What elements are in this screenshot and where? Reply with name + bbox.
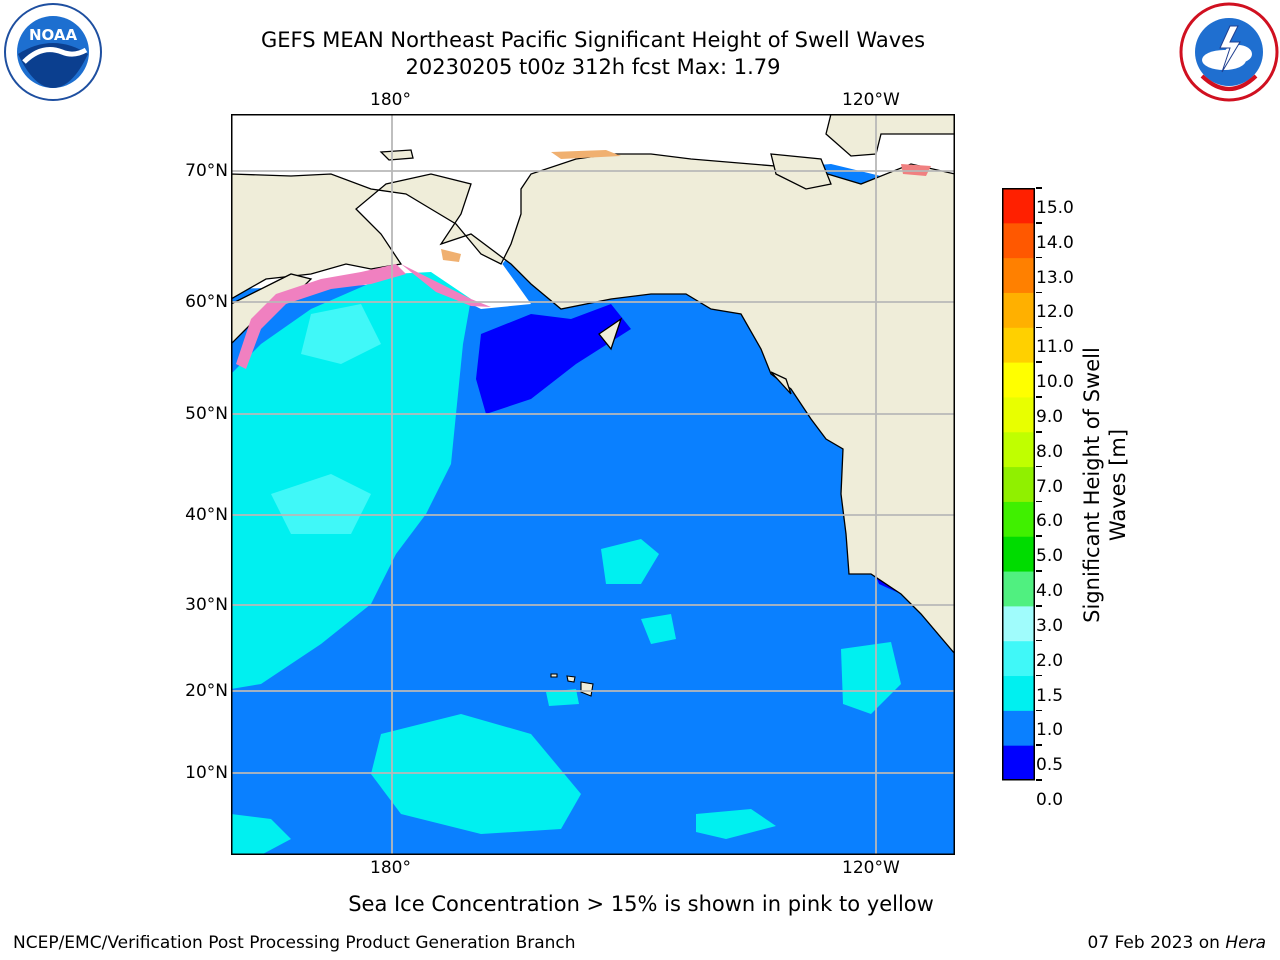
lat-label-30n: 30°N <box>185 595 228 615</box>
colorbar-cell <box>1002 710 1035 746</box>
colorbar-cell <box>1002 188 1035 224</box>
colorbar-cell <box>1002 466 1035 502</box>
colorbar-cell <box>1002 605 1035 642</box>
footer-host: Hera <box>1225 933 1266 953</box>
lon-label-bottom-120w: 120°W <box>842 858 900 878</box>
colorbar-cell <box>1002 257 1035 293</box>
colorbar-cell <box>1002 327 1035 363</box>
nws-logo <box>1179 2 1279 102</box>
colorbar-tick-label: 15.0 <box>1036 178 1074 218</box>
colorbar-tick-label: 6.0 <box>1036 491 1063 531</box>
colorbar-tick-label: 7.0 <box>1036 457 1063 497</box>
lon-label-top-180: 180° <box>370 90 411 110</box>
colorbar-tick-label: 5.0 <box>1036 526 1063 566</box>
colorbar-cell <box>1002 675 1035 711</box>
colorbar-tick-label: 2.0 <box>1036 631 1063 671</box>
colorbar-tick-label: 12.0 <box>1036 282 1074 322</box>
map-title: GEFS MEAN Northeast Pacific Significant … <box>260 28 926 52</box>
colorbar-cell <box>1002 640 1035 677</box>
colorbar-cell <box>1002 362 1035 398</box>
lat-label-20n: 20°N <box>185 681 228 701</box>
colorbar-tick-label: 11.0 <box>1036 317 1074 357</box>
lat-label-70n: 70°N <box>185 161 228 181</box>
colorbar-cell <box>1002 536 1035 572</box>
colorbar-cell <box>1002 501 1035 537</box>
colorbar-cell <box>1002 431 1035 468</box>
colorbar-tick-label: 13.0 <box>1036 248 1074 288</box>
footer-credit: NCEP/EMC/Verification Post Processing Pr… <box>13 933 576 953</box>
colorbar-label-line1: Significant Height of Swell <box>1080 347 1104 623</box>
noaa-logo-text: NOAA <box>29 26 78 44</box>
swell-region-west <box>231 272 471 689</box>
colorbar-cell <box>1002 292 1035 328</box>
colorbar-tick-label: 1.5 <box>1036 666 1063 706</box>
map-panel <box>231 114 955 855</box>
lat-label-60n: 60°N <box>185 292 228 312</box>
colorbar-tick-label: 0.5 <box>1036 735 1063 775</box>
footer-date-text: 07 Feb 2023 on <box>1087 933 1226 953</box>
sea-ice-caption: Sea Ice Concentration > 15% is shown in … <box>348 892 934 916</box>
colorbar-tick-label: 9.0 <box>1036 387 1063 427</box>
colorbar-tick-label: 14.0 <box>1036 213 1074 253</box>
lat-label-40n: 40°N <box>185 505 228 525</box>
colorbar-tick-label: 1.0 <box>1036 700 1063 740</box>
footer-date: 07 Feb 2023 on Hera <box>1088 933 1266 953</box>
colorbar <box>1002 188 1035 781</box>
sea-ice-edge <box>236 264 406 369</box>
colorbar-tick-label: 3.0 <box>1036 596 1063 636</box>
noaa-logo: NOAA <box>4 3 102 101</box>
colorbar-cell <box>1002 571 1035 607</box>
map-frame <box>231 114 955 855</box>
map-subtitle: 20230205 t00z 312h fcst Max: 1.79 <box>405 55 781 79</box>
colorbar-tick-label: 10.0 <box>1036 352 1074 392</box>
colorbar-tick-label: 8.0 <box>1036 422 1063 462</box>
lat-label-10n: 10°N <box>185 763 228 783</box>
colorbar-cell <box>1002 222 1035 259</box>
lon-label-top-120w: 120°W <box>842 90 900 110</box>
colorbar-cell <box>1002 396 1035 433</box>
lat-label-50n: 50°N <box>185 404 228 424</box>
lon-label-bottom-180: 180° <box>370 858 411 878</box>
low-swell-gulf <box>476 304 631 414</box>
colorbar-tick-label: 4.0 <box>1036 561 1063 601</box>
graticule <box>231 114 955 855</box>
colorbar-tick-label: 0.0 <box>1036 770 1063 810</box>
colorbar-label-line2: Waves [m] <box>1106 428 1130 542</box>
landmass <box>231 114 955 656</box>
colorbar-cell <box>1002 745 1035 781</box>
